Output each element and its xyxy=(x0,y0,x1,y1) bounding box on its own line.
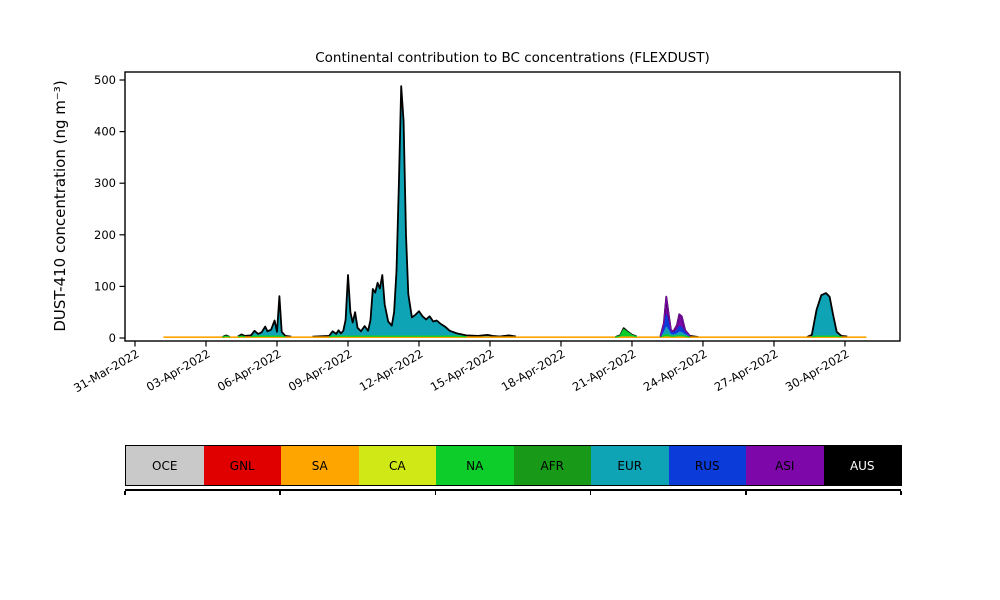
x-tick-label: 30-Apr-2022 xyxy=(783,346,852,394)
na-edge xyxy=(222,335,230,338)
x-tick-label: 15-Apr-2022 xyxy=(428,346,497,394)
x-tick-label: 21-Apr-2022 xyxy=(570,346,639,394)
legend-item-ca: CA xyxy=(358,446,436,485)
y-tick-label: 500 xyxy=(94,73,116,87)
x-tick-label: 09-Apr-2022 xyxy=(286,346,355,394)
legend-axis-spine xyxy=(125,489,901,491)
area-asi xyxy=(163,86,867,338)
area-eur xyxy=(163,86,867,338)
x-tick-label: 03-Apr-2022 xyxy=(144,346,213,394)
y-tick-label: 300 xyxy=(94,176,116,190)
legend-axis-tick xyxy=(745,490,747,495)
na-edge xyxy=(237,335,246,338)
legend-item-asi: ASI xyxy=(746,446,824,485)
x-tick-label: 06-Apr-2022 xyxy=(215,346,284,394)
asi-edge xyxy=(659,296,691,337)
total-outline xyxy=(499,334,517,338)
chart-title: Continental contribution to BC concentra… xyxy=(315,50,710,66)
x-tick-label: 18-Apr-2022 xyxy=(499,346,568,394)
y-tick-label: 200 xyxy=(94,228,116,242)
legend-axis-tick xyxy=(124,490,126,495)
x-tick-label: 12-Apr-2022 xyxy=(357,346,426,394)
legend-axis xyxy=(124,489,902,497)
legend-item-aus: AUS xyxy=(823,446,901,485)
x-tick-label: 24-Apr-2022 xyxy=(641,346,710,394)
na-edge xyxy=(329,335,467,338)
na-edge xyxy=(615,328,637,338)
legend-item-rus: RUS xyxy=(668,446,746,485)
area-rus xyxy=(163,86,867,338)
legend-axis-tick xyxy=(434,490,437,495)
legend-axis-tick xyxy=(900,490,902,495)
total-outline xyxy=(806,292,848,338)
rus-edge xyxy=(659,314,691,337)
legend-item-na: NA xyxy=(436,446,514,485)
na-edge xyxy=(660,333,691,338)
continent-legend: OCE GNL SA CA NA AFR EUR RUS ASI AUS xyxy=(125,445,902,486)
legend-item-sa: SA xyxy=(281,446,359,485)
na-edge xyxy=(811,335,842,338)
y-tick-label: 400 xyxy=(94,125,116,139)
na-edge xyxy=(250,335,286,338)
legend-item-afr: AFR xyxy=(513,446,591,485)
y-tick-label: 0 xyxy=(109,331,116,345)
total-outline xyxy=(237,295,292,338)
x-tick-label: 27-Apr-2022 xyxy=(712,346,781,394)
axes-frame xyxy=(124,71,901,342)
legend-item-eur: EUR xyxy=(591,446,669,485)
y-tick-label: 100 xyxy=(94,279,116,293)
legend-item-oce: OCE xyxy=(126,446,204,485)
legend-axis-tick xyxy=(279,490,281,495)
legend-axis-tick xyxy=(589,490,592,495)
legend-item-gnl: GNL xyxy=(203,446,281,485)
total-outline xyxy=(312,85,500,338)
x-tick-label: 31-Mar-2022 xyxy=(71,346,141,395)
